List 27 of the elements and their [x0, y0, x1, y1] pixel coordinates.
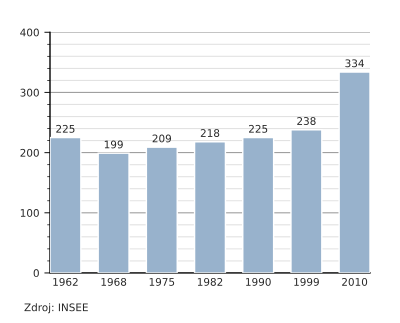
data-label: 199 — [104, 140, 123, 148]
data-label: 209 — [152, 134, 172, 142]
data-label: 238 — [297, 117, 316, 125]
data-label: 225 — [249, 124, 268, 133]
y-tick-label: 0 — [34, 269, 39, 278]
bar — [290, 129, 322, 273]
data-label: 218 — [200, 129, 220, 137]
bar — [194, 141, 226, 273]
x-tick-label: 1975 — [150, 278, 174, 286]
y-tick-label: 100 — [20, 209, 39, 217]
data-label: 225 — [56, 124, 74, 133]
text: Zdroj: INSEE — [24, 303, 88, 314]
bar — [146, 146, 178, 273]
bar — [242, 136, 274, 273]
bar — [98, 152, 130, 273]
x-tick-label: 1962 — [53, 278, 78, 286]
bar — [50, 136, 82, 273]
y-tick-label: 300 — [20, 88, 39, 97]
x-tick-label: 1990 — [246, 278, 271, 286]
y-tick-label: 400 — [20, 28, 39, 36]
x-tick-label: 1968 — [102, 278, 126, 286]
x-tick-label: 1982 — [198, 278, 222, 286]
x-tick-label: 1999 — [294, 278, 319, 286]
bar — [338, 71, 370, 273]
data-label: 334 — [345, 59, 364, 68]
y-tick-label: 200 — [20, 148, 39, 157]
x-tick-label: 2010 — [342, 278, 368, 286]
